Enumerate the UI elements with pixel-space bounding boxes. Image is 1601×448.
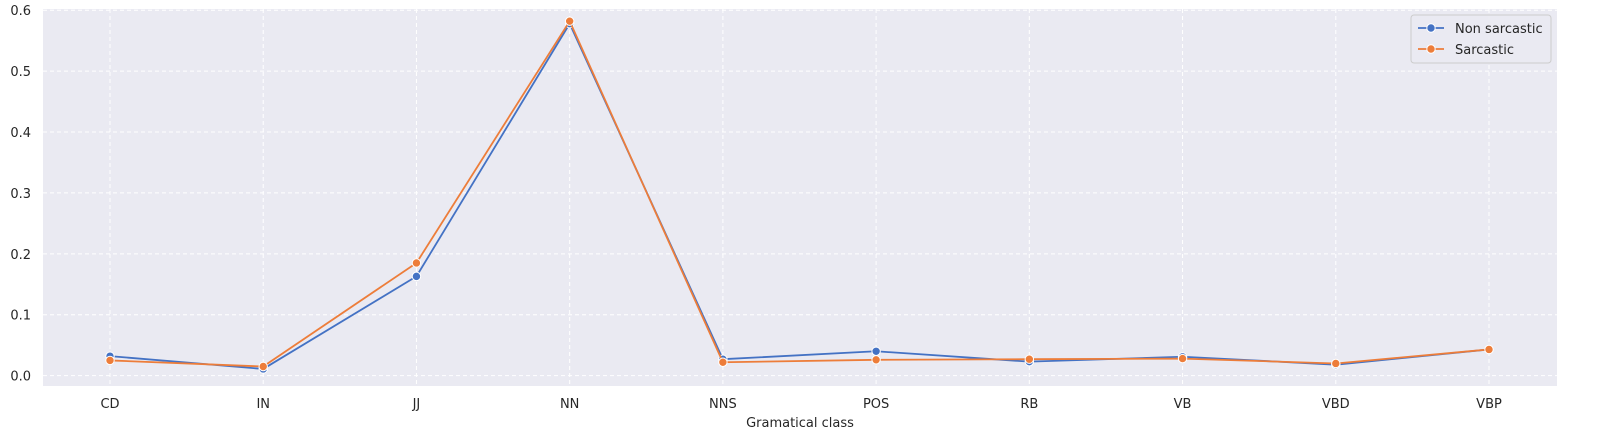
legend-box [1410,14,1552,64]
legend-item: Non sarcastic [1418,22,1543,37]
x-tick-label: NN [560,397,579,412]
plot-area [43,9,1557,386]
data-point [258,361,268,372]
x-tick-label: POS [863,397,889,412]
y-tick-label: 0.4 [10,126,31,141]
series-layer [105,16,1494,374]
y-axis-ticks: 0.0 0.1 0.2 0.3 0.4 0.5 0.6 [10,4,31,384]
data-point [718,357,728,367]
x-tick-label: NNS [709,397,737,412]
y-tick-label: 0.1 [10,309,31,324]
y-tick-label: 0.0 [10,370,31,385]
y-tick-label: 0.2 [10,248,31,263]
data-point [564,16,575,26]
legend-label: Non sarcastic [1455,22,1543,37]
grid [43,9,1557,386]
series-sarcastic [105,16,1494,372]
x-tick-label: VB [1174,397,1192,412]
data-point [411,271,422,282]
x-tick-label: JJ [412,397,421,412]
data-point [1024,354,1035,364]
x-tick-label: VBP [1476,397,1502,412]
data-point [105,355,115,366]
y-tick-label: 0.5 [10,65,31,80]
x-axis-ticks: CD IN JJ NN NNS POS RB VB VBD VBP [100,397,1502,412]
x-tick-label: IN [256,397,270,412]
x-tick-label: CD [100,397,119,412]
legend-marker [1426,23,1436,33]
x-axis-label: Gramatical class [746,416,854,431]
legend-marker [1426,44,1436,54]
series-line [109,20,1490,368]
data-point [1177,353,1188,364]
data-point [411,258,422,268]
x-tick-label: RB [1020,397,1038,412]
legend-label: Sarcastic [1455,43,1514,58]
y-tick-label: 0.3 [10,187,31,202]
legend: Non sarcastic Sarcastic [1410,14,1552,64]
data-point [1331,358,1341,369]
x-tick-label: VBD [1322,397,1350,412]
data-point [1484,344,1494,355]
y-tick-label: 0.6 [10,4,31,19]
legend-item: Sarcastic [1418,43,1514,58]
data-point [871,355,881,365]
data-point [871,346,881,356]
